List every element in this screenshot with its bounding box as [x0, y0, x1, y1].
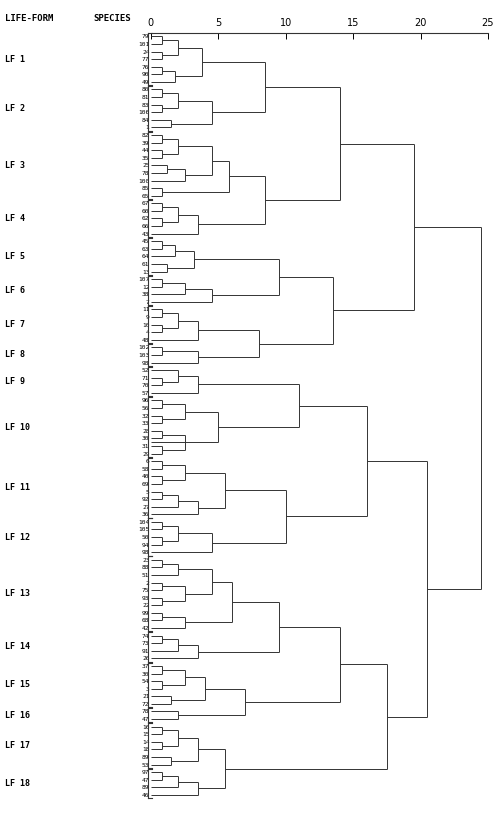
- Text: LIFE-FORM: LIFE-FORM: [5, 14, 53, 23]
- Text: LF 6: LF 6: [5, 286, 25, 295]
- Text: LF 2: LF 2: [5, 104, 25, 113]
- Text: LF 17: LF 17: [5, 741, 30, 750]
- Text: LF 9: LF 9: [5, 377, 25, 386]
- Text: LF 7: LF 7: [5, 320, 25, 329]
- Text: Rescaled Distance Cluster Combine: Rescaled Distance Cluster Combine: [216, 0, 423, 2]
- Text: LF 11: LF 11: [5, 483, 30, 492]
- Text: LF 16: LF 16: [5, 711, 30, 720]
- Text: LF 18: LF 18: [5, 779, 30, 788]
- Text: LF 13: LF 13: [5, 589, 30, 598]
- Text: LF 15: LF 15: [5, 681, 30, 689]
- Text: LF 3: LF 3: [5, 161, 25, 170]
- Text: LF 1: LF 1: [5, 55, 25, 64]
- Text: LF 8: LF 8: [5, 350, 25, 359]
- Text: LF 14: LF 14: [5, 642, 30, 651]
- Text: LF 12: LF 12: [5, 532, 30, 541]
- Text: LF 10: LF 10: [5, 422, 30, 431]
- Text: SPECIES: SPECIES: [93, 14, 131, 23]
- Text: LF 5: LF 5: [5, 252, 25, 261]
- Text: LF 4: LF 4: [5, 214, 25, 223]
